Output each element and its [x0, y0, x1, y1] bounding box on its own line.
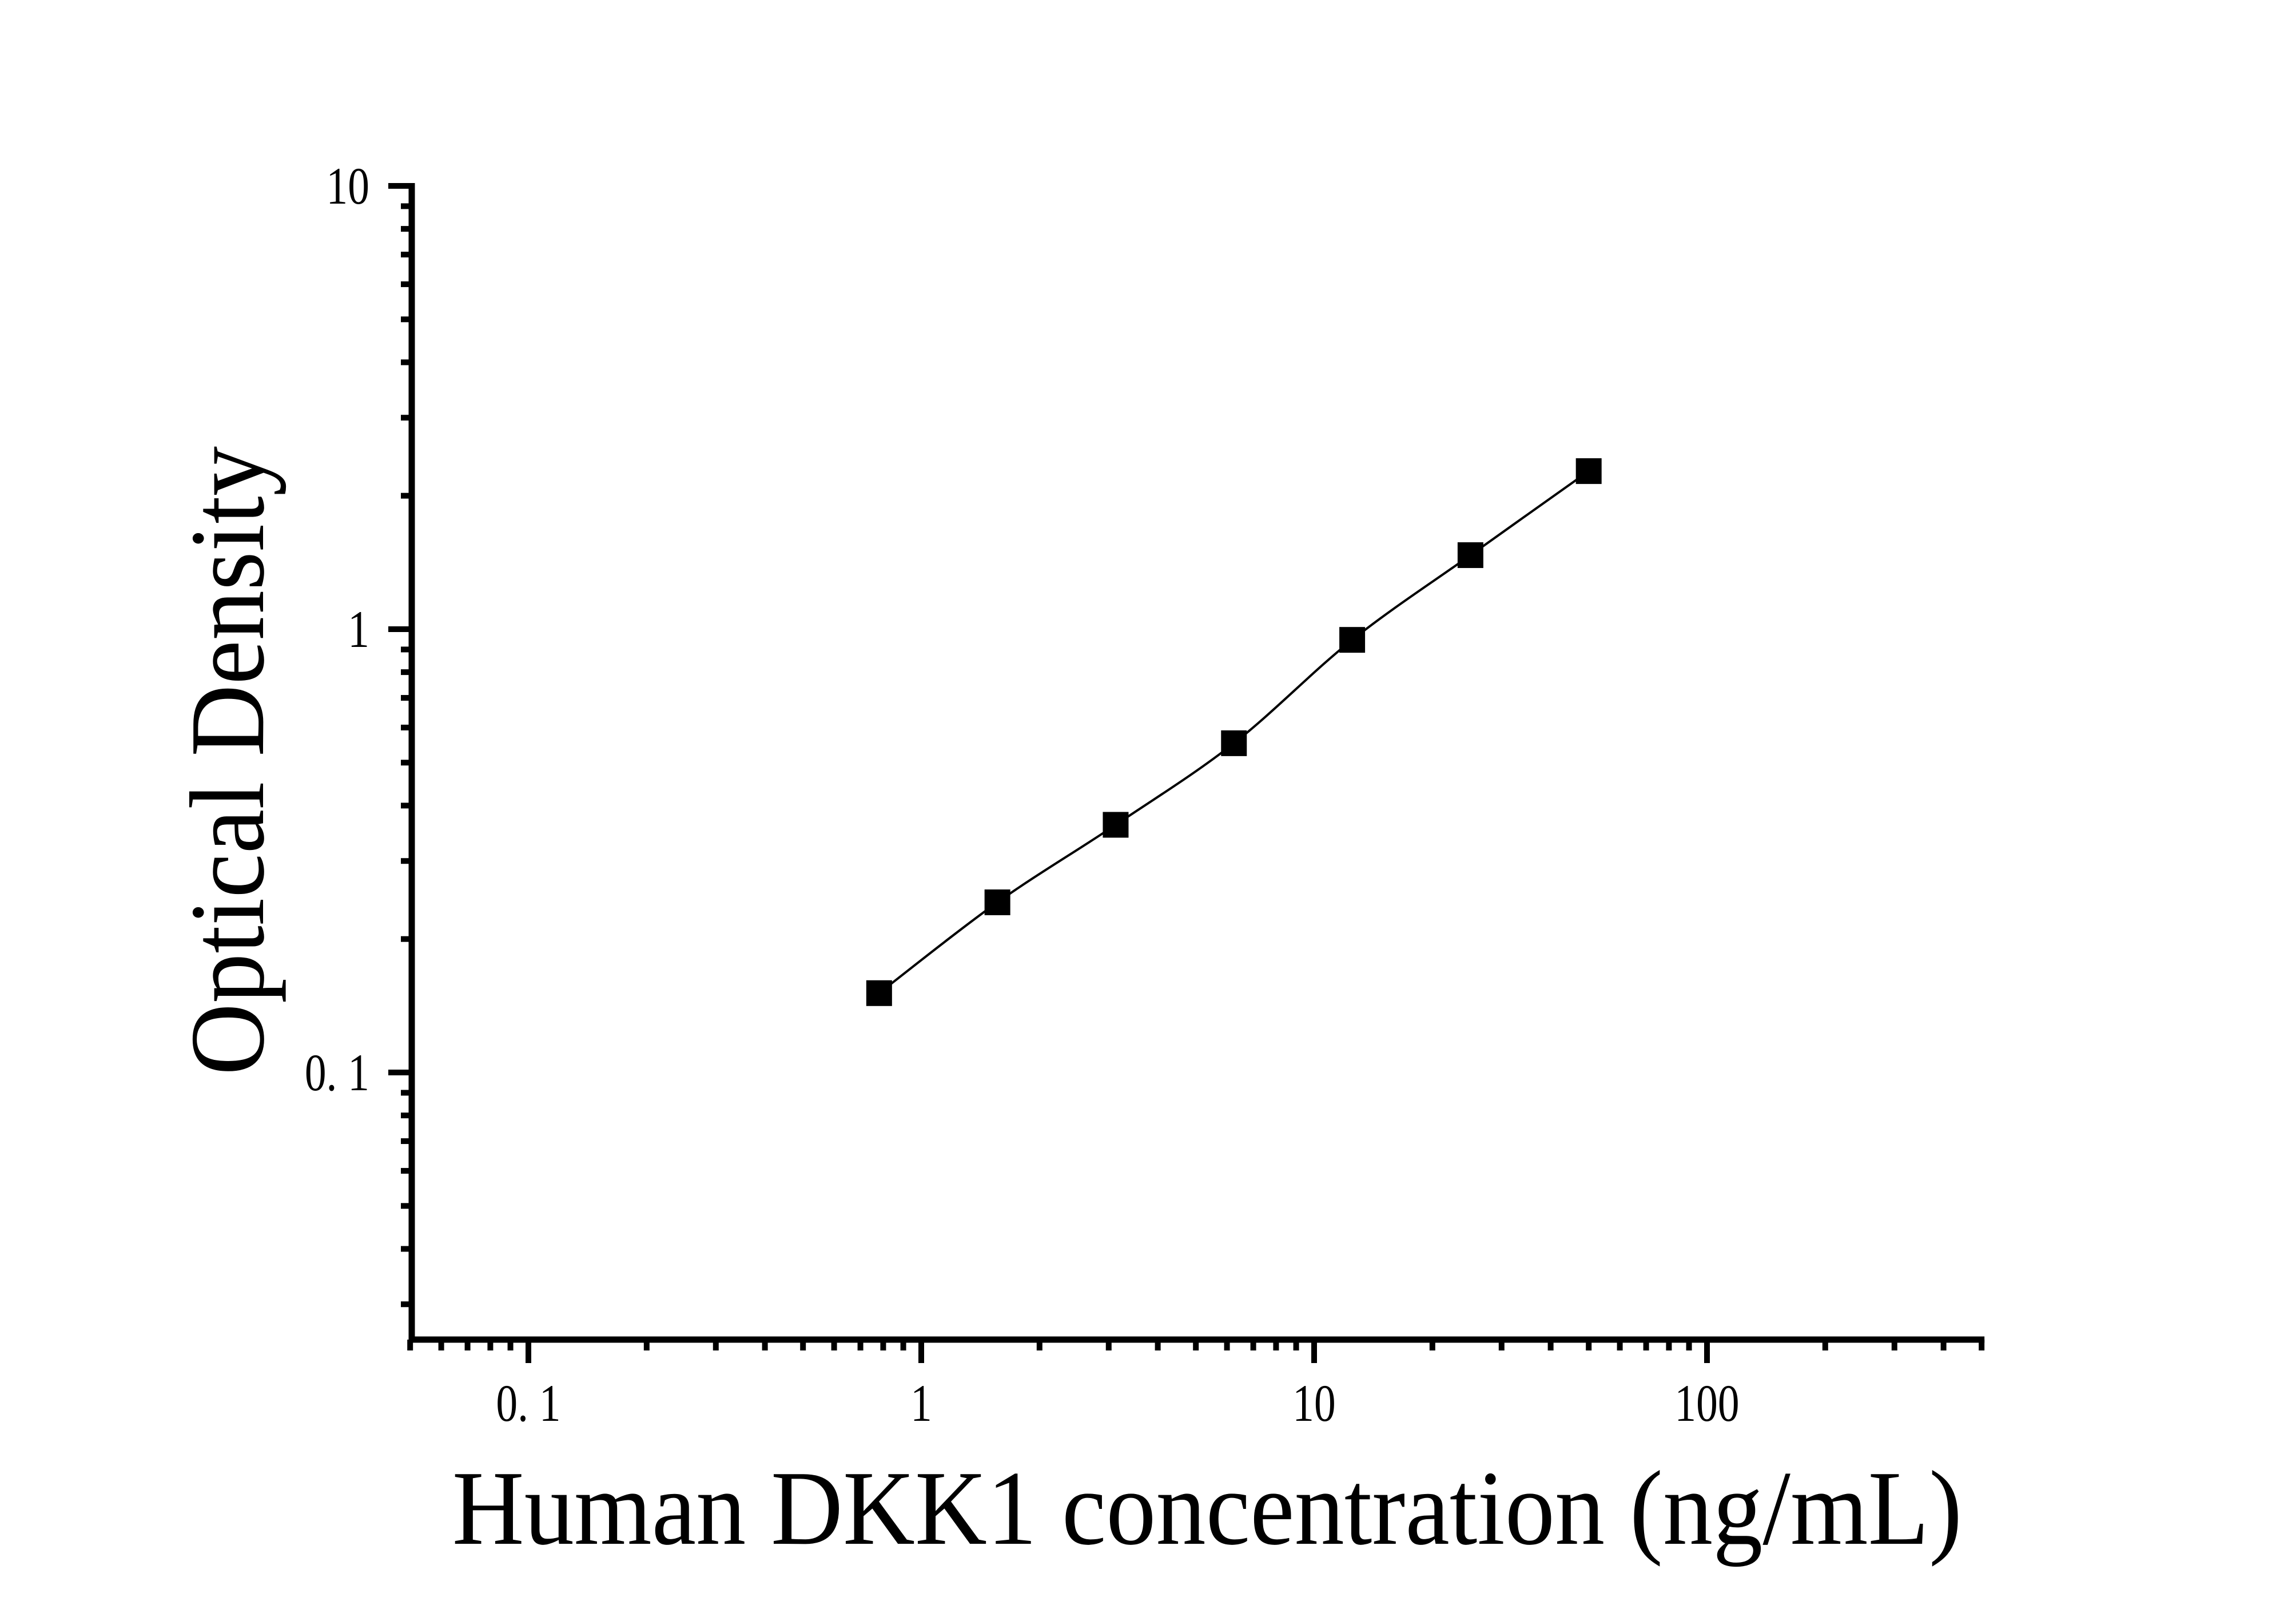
x-major-tick — [918, 1340, 924, 1363]
x-minor-tick — [507, 1340, 514, 1350]
x-minor-tick — [1193, 1340, 1199, 1350]
data-point-marker — [1221, 730, 1247, 756]
x-minor-tick — [1155, 1340, 1161, 1350]
x-minor-tick — [1666, 1340, 1672, 1350]
y-minor-tick — [401, 1167, 412, 1174]
y-minor-tick — [401, 1203, 412, 1209]
x-minor-tick — [1429, 1340, 1435, 1350]
y-minor-tick — [401, 1246, 412, 1252]
y-minor-tick — [401, 281, 412, 287]
x-minor-tick — [1979, 1340, 1985, 1350]
y-minor-tick — [401, 359, 412, 366]
x-minor-tick — [831, 1340, 837, 1350]
x-minor-tick — [438, 1340, 444, 1350]
y-tick-label: 0. 1 — [304, 1043, 369, 1102]
data-point-marker — [1103, 812, 1129, 838]
x-tick-label: 10 — [1292, 1374, 1336, 1432]
x-major-tick — [1311, 1340, 1317, 1363]
y-minor-tick — [401, 415, 412, 421]
x-minor-tick — [762, 1340, 768, 1350]
x-minor-tick — [1686, 1340, 1692, 1350]
x-tick-label: 0. 1 — [496, 1374, 561, 1432]
y-minor-tick — [401, 1301, 412, 1308]
x-minor-tick — [407, 1340, 413, 1350]
data-point-marker — [1457, 542, 1483, 569]
y-minor-tick — [401, 252, 412, 258]
x-minor-tick — [487, 1340, 494, 1350]
x-minor-tick — [1547, 1340, 1554, 1350]
y-minor-tick — [401, 492, 412, 499]
y-minor-tick — [401, 316, 412, 323]
x-minor-tick — [1586, 1340, 1592, 1350]
y-minor-tick — [401, 669, 412, 676]
y-minor-tick — [401, 858, 412, 864]
x-major-tick — [1704, 1340, 1710, 1363]
y-minor-tick — [401, 760, 412, 766]
y-minor-tick — [401, 724, 412, 730]
x-minor-tick — [1643, 1340, 1649, 1350]
y-tick-label: 10 — [326, 157, 369, 215]
y-minor-tick — [401, 203, 412, 209]
x-minor-tick — [1891, 1340, 1897, 1350]
y-minor-tick — [401, 646, 412, 653]
y-minor-tick — [401, 1090, 412, 1096]
data-point-marker — [1575, 458, 1602, 484]
x-minor-tick — [1036, 1340, 1042, 1350]
data-point-marker — [984, 889, 1010, 916]
y-minor-tick — [401, 1113, 412, 1119]
y-minor-tick — [401, 802, 412, 809]
x-axis-title: Human DKK1 concentration (ng/mL) — [452, 1449, 1963, 1567]
x-minor-tick — [1250, 1340, 1256, 1350]
y-minor-tick — [401, 936, 412, 942]
x-minor-tick — [1293, 1340, 1299, 1350]
x-minor-tick — [713, 1340, 719, 1350]
x-tick-label: 1 — [910, 1374, 932, 1432]
x-minor-tick — [643, 1340, 650, 1350]
x-major-tick — [526, 1340, 531, 1363]
y-minor-tick — [401, 695, 412, 701]
x-minor-tick — [1498, 1340, 1505, 1350]
data-point-marker — [866, 980, 892, 1006]
x-minor-tick — [1940, 1340, 1947, 1350]
x-minor-tick — [1105, 1340, 1112, 1350]
data-point-marker — [1339, 627, 1366, 653]
y-major-tick — [388, 183, 412, 189]
y-major-tick — [388, 626, 412, 632]
x-minor-tick — [800, 1340, 806, 1350]
y-tick-label: 1 — [348, 600, 369, 658]
x-tick-label: 100 — [1674, 1374, 1740, 1432]
y-minor-tick — [401, 226, 412, 232]
x-minor-tick — [464, 1340, 471, 1350]
x-minor-tick — [1822, 1340, 1828, 1350]
x-minor-tick — [1224, 1340, 1230, 1350]
x-minor-tick — [1273, 1340, 1279, 1350]
x-minor-tick — [1617, 1340, 1623, 1350]
y-minor-tick — [401, 1138, 412, 1145]
y-major-tick — [388, 1070, 412, 1075]
x-minor-tick — [880, 1340, 886, 1350]
x-minor-tick — [900, 1340, 906, 1350]
x-minor-tick — [857, 1340, 864, 1350]
y-axis-title: Optical Density — [169, 446, 286, 1075]
